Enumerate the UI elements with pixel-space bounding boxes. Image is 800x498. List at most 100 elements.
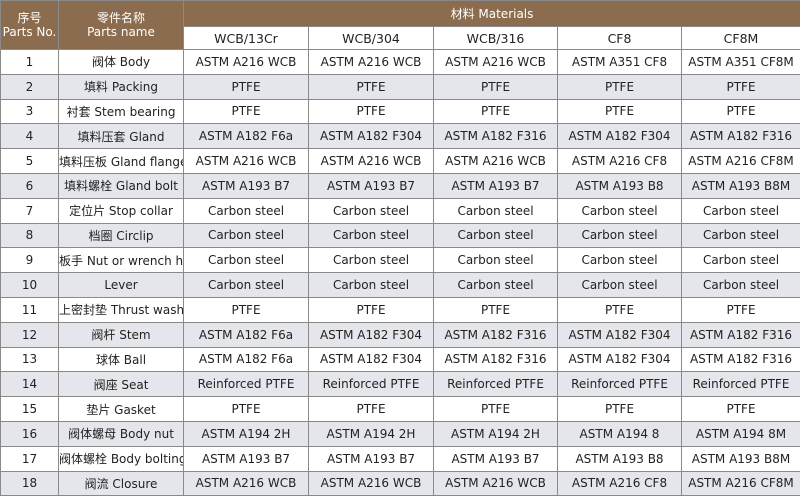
material: PTFE [557,98,682,125]
part-no: 11 [0,296,59,323]
header-line: 序号 [17,11,42,25]
part-name: 上密封垫 Thrust washer [58,296,184,323]
material: Carbon steel [433,247,558,274]
table-row: 1 阀体 Body ASTM A216 WCB ASTM A216 WCB ASTM A… [0,49,800,75]
table-row: 3 衬套 Stem bearing PTFE PTFE PTFE PTFE PTFE [0,98,800,125]
material: ASTM A216 CF8 [557,148,682,174]
material: ASTM A182 F6a [183,346,309,373]
part-name: 填料压板 Gland flange [58,148,184,174]
part-name: 垫片 Gasket [58,396,184,422]
part-name: 填料 Packing [58,73,184,100]
material: Carbon steel [308,197,434,224]
material: Carbon steel [308,247,434,274]
material: ASTM A216 WCB [183,49,309,75]
material: ASTM A194 2H [308,420,434,447]
part-no: 9 [0,247,59,274]
material: Carbon steel [308,222,434,249]
material: ASTM A216 WCB [183,470,309,497]
part-no: 1 [0,49,59,75]
table-row: 10 Lever Carbon steel Carbon steel Carbon st… [0,272,800,298]
part-name: 板手 Nut or wrench head [58,247,184,274]
parts-name-header: 零件名称 Parts name [58,0,184,50]
part-no: 18 [0,470,59,497]
material: Carbon steel [681,247,800,274]
material: Carbon steel [433,222,558,249]
material: Reinforced PTFE [183,371,309,398]
part-no: 3 [0,98,59,125]
material: Carbon steel [433,197,558,224]
header-line: Parts name [87,25,155,39]
table-row: 2 填料 Packing PTFE PTFE PTFE PTFE PTFE [0,73,800,100]
table-row: 8 档圈 Circlip Carbon steel Carbon steel Carbo… [0,222,800,249]
material: ASTM A182 F316 [681,321,800,348]
material: ASTM A193 B8M [681,172,800,199]
part-name: 球体 Ball [58,346,184,373]
grade-header: WCB/13Cr [183,26,309,50]
material: PTFE [681,396,800,422]
material: ASTM A194 2H [433,420,558,447]
part-no: 16 [0,420,59,447]
material: ASTM A182 F6a [183,123,309,150]
table-row: 7 定位片 Stop collar Carbon steel Carbon steel… [0,197,800,224]
material: PTFE [433,73,558,100]
table-row: 16 阀体螺母 Body nut ASTM A194 2H ASTM A194 2H A… [0,420,800,447]
material: Carbon steel [183,272,309,298]
table-row: 14 阀座 Seat Reinforced PTFE Reinforced PTFE R… [0,371,800,398]
part-name: 阀座 Seat [58,371,184,398]
material: Carbon steel [681,197,800,224]
part-name: 阀杆 Stem [58,321,184,348]
material: PTFE [433,296,558,323]
table-row: 12 阀杆 Stem ASTM A182 F6a ASTM A182 F304 ASTM… [0,321,800,348]
material: PTFE [308,73,434,100]
table-row: 13 球体 Ball ASTM A182 F6a ASTM A182 F304 ASTM… [0,346,800,373]
material: Carbon steel [183,247,309,274]
material: ASTM A193 B7 [183,445,309,472]
material: ASTM A193 B7 [433,445,558,472]
table-row: 4 填料压套 Gland ASTM A182 F6a ASTM A182 F304 AS… [0,123,800,150]
part-no: 15 [0,396,59,422]
material: Reinforced PTFE [681,371,800,398]
material: ASTM A216 WCB [433,148,558,174]
part-no: 2 [0,73,59,100]
material: Carbon steel [557,247,682,274]
material: Carbon steel [681,222,800,249]
grade-header: WCB/316 [433,26,558,50]
material: Reinforced PTFE [557,371,682,398]
material: ASTM A194 8 [557,420,682,447]
material: ASTM A182 F304 [557,321,682,348]
material: ASTM A182 F304 [308,321,434,348]
material: ASTM A216 CF8M [681,470,800,497]
part-no: 10 [0,272,59,298]
material: ASTM A182 F316 [681,346,800,373]
grade-header: CF8 [557,26,682,50]
materials-header: 材料 Materials [183,0,800,27]
material: PTFE [183,98,309,125]
material: ASTM A182 F316 [433,321,558,348]
table-row: 5 填料压板 Gland flange ASTM A216 WCB ASTM A216… [0,148,800,174]
part-no: 7 [0,197,59,224]
parts-no-header: 序号 Parts No. [0,0,59,50]
material: ASTM A216 WCB [183,148,309,174]
material: PTFE [308,396,434,422]
material: Carbon steel [183,197,309,224]
material: PTFE [183,296,309,323]
material: ASTM A216 WCB [308,148,434,174]
header-line: 零件名称 [96,11,145,25]
material: PTFE [433,98,558,125]
material: PTFE [681,296,800,323]
grade-header: CF8M [681,26,800,50]
part-no: 4 [0,123,59,150]
material: ASTM A182 F316 [681,123,800,150]
material: ASTM A193 B8 [557,445,682,472]
material: PTFE [308,98,434,125]
table-row: 6 填料螺栓 Gland bolt ASTM A193 B7 ASTM A193 B7… [0,172,800,199]
material: ASTM A193 B7 [183,172,309,199]
material: ASTM A182 F6a [183,321,309,348]
material: Carbon steel [557,197,682,224]
material: PTFE [681,98,800,125]
part-name: 档圈 Circlip [58,222,184,249]
material: PTFE [557,296,682,323]
material: Carbon steel [557,272,682,298]
part-name: 阀体螺栓 Body bolting [58,445,184,472]
part-no: 12 [0,321,59,348]
